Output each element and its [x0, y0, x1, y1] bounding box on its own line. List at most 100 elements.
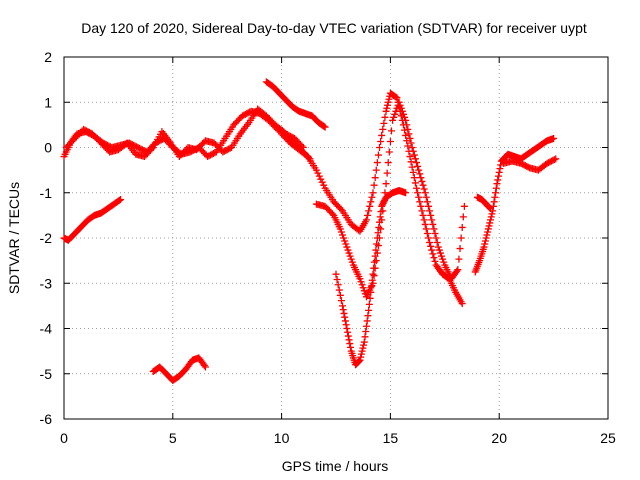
data-point [422, 225, 430, 233]
data-point [362, 216, 370, 224]
data-point [424, 234, 432, 242]
series-track-j [473, 193, 494, 213]
series-track-g [312, 98, 468, 301]
data-point [422, 193, 430, 201]
series-track-c [60, 196, 125, 244]
x-tick-label: 0 [60, 430, 68, 446]
data-point [354, 358, 362, 366]
data-point [429, 250, 437, 258]
data-point [417, 202, 425, 210]
data-point [481, 240, 489, 248]
data-point [420, 216, 428, 224]
data-point [492, 189, 500, 197]
data-point [200, 361, 208, 369]
data-point [320, 181, 328, 189]
data-point [365, 300, 373, 308]
data-point [384, 98, 392, 106]
data-point [386, 137, 394, 145]
data-point [496, 165, 504, 173]
data-point [364, 312, 372, 320]
data-point [362, 328, 370, 336]
data-point [344, 332, 352, 340]
data-point [368, 193, 376, 201]
data-point [398, 107, 406, 115]
data-point [396, 101, 404, 109]
data-point [366, 202, 374, 210]
data-point [365, 207, 373, 215]
data-point [411, 155, 419, 163]
data-point [381, 189, 389, 197]
data-point [340, 309, 348, 317]
data-point [368, 282, 376, 290]
data-point [488, 210, 496, 218]
data-point [371, 252, 379, 260]
data-point [345, 249, 353, 257]
data-point [382, 107, 390, 115]
data-point [385, 148, 393, 156]
data-point [380, 119, 388, 127]
data-point [456, 245, 464, 253]
data-point [348, 258, 356, 266]
data-point [411, 179, 419, 187]
data-point [320, 122, 328, 130]
data-point [315, 172, 323, 180]
data-point [436, 249, 444, 257]
data-point [408, 144, 416, 151]
data-point [366, 294, 374, 302]
y-tick-label: 1 [44, 94, 52, 110]
data-point [455, 255, 463, 263]
data-point [342, 321, 350, 329]
data-point [367, 288, 375, 296]
data-point [485, 222, 493, 230]
data-point [381, 113, 389, 121]
data-point [347, 255, 355, 263]
data-point [346, 252, 354, 260]
data-point [426, 207, 434, 215]
data-point [418, 207, 426, 215]
data-point [480, 243, 488, 251]
data-point [357, 353, 365, 361]
data-point [342, 240, 350, 248]
data-point [438, 252, 446, 260]
data-point [430, 225, 438, 233]
data-point [367, 198, 375, 206]
series-track-i [471, 134, 558, 276]
data-point [402, 131, 410, 139]
data-point [434, 243, 442, 251]
data-point [359, 344, 367, 352]
data-point [361, 333, 369, 341]
data-point [360, 341, 368, 349]
data-point [356, 356, 364, 364]
data-point [378, 202, 386, 210]
data-point [341, 313, 349, 321]
data-point [393, 94, 401, 102]
series-track-k [500, 155, 560, 174]
data-point [407, 158, 415, 166]
data-point [373, 159, 381, 167]
data-point [337, 297, 345, 305]
data-point [372, 166, 380, 174]
data-point [335, 286, 343, 294]
data-point [314, 169, 322, 177]
y-tick-label: -2 [40, 230, 53, 246]
data-point [355, 357, 363, 365]
data-point [427, 242, 435, 250]
data-point [373, 234, 381, 242]
data-point [413, 184, 421, 192]
data-point [371, 174, 379, 182]
data-point [401, 126, 409, 134]
data-point [382, 180, 390, 188]
data-point [356, 275, 364, 283]
data-point [339, 306, 347, 314]
y-tick-label: -6 [40, 411, 53, 427]
data-point [370, 264, 378, 272]
data-point [347, 343, 355, 351]
data-point [148, 145, 156, 153]
data-point [370, 181, 378, 189]
data-point [459, 213, 467, 221]
data-point [431, 257, 439, 265]
data-point [391, 110, 399, 118]
data-point [376, 213, 384, 221]
x-tick-label: 15 [383, 430, 399, 446]
data-point [408, 163, 416, 171]
